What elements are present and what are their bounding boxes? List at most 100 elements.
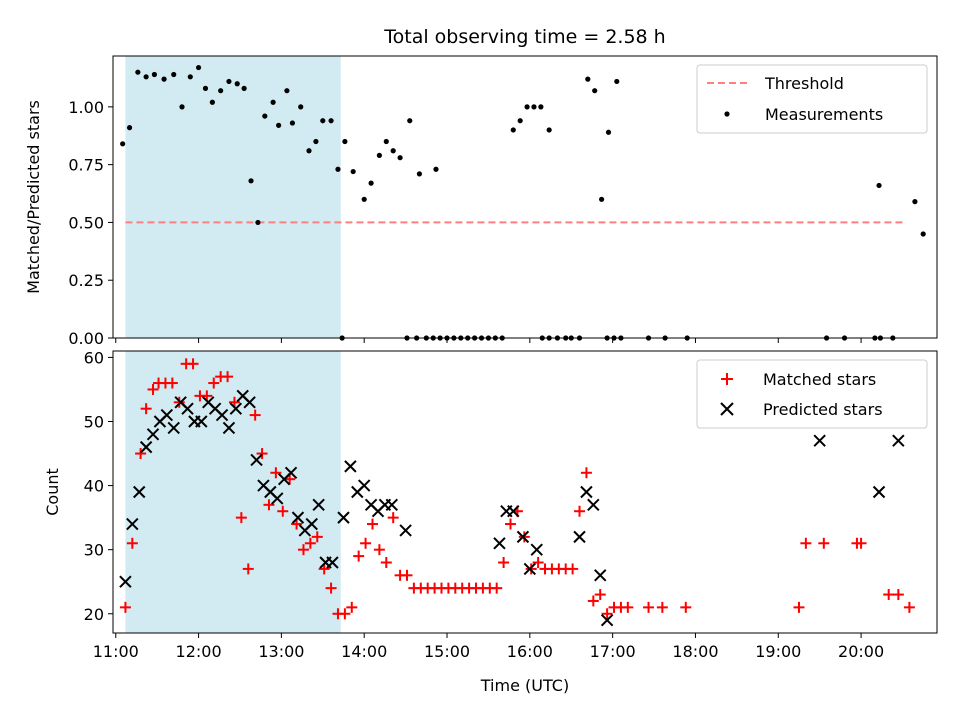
measurement-point (605, 129, 612, 135)
matched-star-point (622, 601, 634, 613)
measurement-point (592, 88, 598, 94)
bottom-x-tick-label: 16:00 (507, 642, 553, 661)
bottom-x-tick-label: 13:00 (258, 642, 304, 661)
measurement-point (531, 104, 537, 110)
top-axes-frame (112, 55, 938, 339)
measurement-point (298, 104, 304, 110)
measurement-point (397, 155, 403, 161)
measurement-point (390, 148, 396, 154)
measurement-point (538, 104, 544, 110)
measurement-point (306, 148, 312, 154)
matched-star-point (249, 409, 261, 421)
bottom-x-tick-label: 15:00 (424, 642, 470, 661)
matched-star-point (892, 589, 904, 601)
measurement-point (126, 125, 133, 131)
measurement-point (920, 231, 926, 237)
predicted-star-point (507, 505, 520, 518)
measurement-point (241, 85, 247, 91)
top-x-ticks (115, 338, 862, 343)
measurement-point (361, 196, 367, 202)
legend-predicted-label: Predicted stars (763, 400, 883, 419)
matched-star-point (325, 582, 337, 594)
predicted-star-point (160, 408, 174, 422)
predicted-star-point (587, 498, 600, 512)
measurement-point (320, 118, 326, 124)
bottom-axes-frame (112, 350, 938, 634)
matched-star-point (387, 512, 399, 524)
top-y-tick-label: 0.00 (68, 329, 104, 348)
bottom-y-tick-label: 60 (84, 348, 104, 367)
legend-matched-swatch (721, 373, 733, 385)
bottom-x-tick-label: 20:00 (838, 642, 884, 661)
predicted-star-point (337, 511, 350, 524)
predicted-star-point (291, 511, 305, 524)
measurement-point (171, 71, 177, 78)
measurement-point (342, 138, 348, 145)
predicted-star-point (580, 485, 593, 499)
measurement-point (248, 178, 254, 184)
matched-star-point (208, 377, 220, 389)
matched-star-point (498, 557, 510, 568)
predicted-star-point (872, 485, 886, 499)
bottom-y-axis-label: Count (43, 468, 62, 516)
measurement-point (614, 78, 620, 85)
matched-star-point (311, 531, 323, 543)
predicted-star-point (215, 408, 229, 422)
bottom-x-tick-label: 19:00 (755, 642, 801, 661)
predicted-star-point (126, 517, 139, 531)
predicted-star-point (133, 485, 146, 499)
predicted-star-point (250, 453, 263, 467)
bottom-x-axis-label: Time (UTC) (480, 676, 569, 695)
matched-star-point (587, 595, 599, 607)
matched-star-point (680, 601, 692, 613)
matched-star-point (594, 589, 606, 601)
matched-star-point (373, 544, 385, 556)
bottom-x-tick-label: 12:00 (176, 642, 222, 661)
measurement-point (433, 166, 439, 172)
matched-star-point (353, 550, 365, 562)
measurement-point (161, 76, 167, 82)
predicted-star-point (516, 530, 530, 544)
measurement-point (195, 64, 202, 71)
matched-star-point (187, 358, 199, 370)
measurement-point (510, 127, 516, 133)
predicted-star-point (523, 562, 537, 576)
measurement-point (187, 74, 193, 80)
measurement-point (368, 180, 374, 186)
measurement-point (143, 74, 149, 80)
measurement-point (202, 85, 209, 91)
bottom-panel: 20 30 40 50 60 11:00 12:00 13:00 14:00 15:00 16:0… (43, 348, 938, 695)
measurement-point (276, 122, 282, 128)
measurement-point (226, 78, 232, 85)
measurement-point (546, 127, 552, 133)
measurement-point (135, 69, 141, 75)
matched-star-point (256, 448, 268, 460)
predicted-star-point (284, 466, 298, 479)
matched-star-point (304, 537, 316, 549)
predicted-star-point (573, 530, 586, 544)
matched-star-point (297, 544, 309, 556)
bottom-y-tick-label: 30 (84, 541, 104, 560)
matched-star-point (235, 512, 247, 524)
matched-star-point (491, 582, 503, 594)
measurement-point (416, 171, 423, 177)
matched-star-point (366, 518, 378, 530)
matched-star-point (818, 537, 830, 549)
predicted-star-point (229, 402, 243, 415)
predicted-star-point (813, 434, 826, 447)
matched-star-point (222, 371, 234, 383)
measurement-point (599, 196, 605, 202)
top-legend-box (696, 64, 928, 134)
predicted-star-point (222, 421, 236, 435)
bottom-x-tick-label: 18:00 (672, 642, 718, 661)
top-y-tick-label: 0.50 (68, 213, 104, 232)
matched-star-point (140, 403, 152, 415)
measurement-point (289, 120, 296, 126)
matched-star-point (380, 557, 392, 568)
matched-star-point (800, 537, 812, 549)
matched-star-point (656, 601, 668, 613)
predicted-star-point (600, 613, 614, 627)
top-shaded-span (125, 56, 341, 338)
matched-star-point (339, 608, 351, 620)
bottom-y-tick-label: 20 (84, 605, 104, 624)
